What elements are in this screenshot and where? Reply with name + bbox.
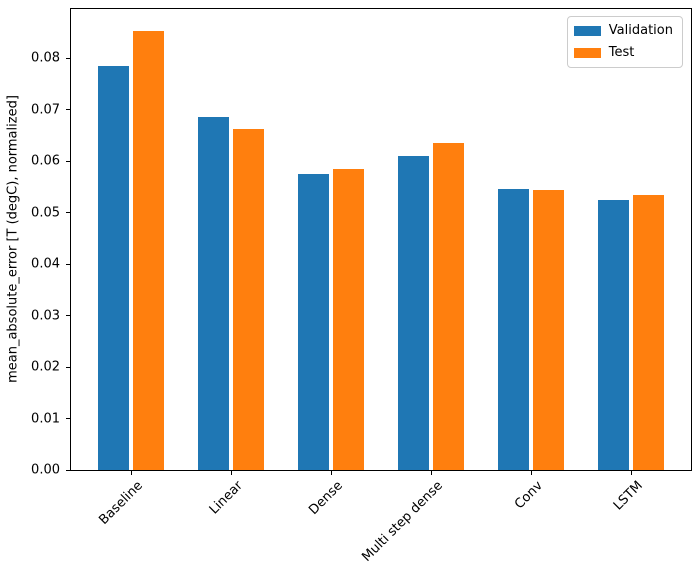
y-tick-mark [66, 469, 70, 471]
bar-test-multi-step-dense [433, 143, 464, 470]
bar-validation-multi-step-dense [398, 156, 429, 470]
bar-validation-lstm [598, 200, 629, 470]
x-tick-mark [630, 471, 632, 475]
legend-item-validation: Validation [573, 23, 673, 38]
y-tick-label: 0.03 [31, 308, 60, 324]
y-tick-label: 0.05 [31, 205, 60, 221]
y-tick-mark [66, 315, 70, 317]
y-tick-mark [66, 160, 70, 162]
bar-test-dense [333, 169, 364, 470]
bar-validation-baseline [98, 66, 129, 470]
y-tick-mark [66, 418, 70, 420]
y-tick-mark [66, 263, 70, 265]
x-tick-mark [230, 471, 232, 475]
bar-validation-conv [498, 189, 529, 470]
y-tick-mark [66, 109, 70, 111]
legend: Validation Test [566, 16, 683, 68]
bars-layer [71, 9, 691, 470]
x-tick-label-baseline: Baseline [96, 478, 146, 528]
bar-test-lstm [633, 195, 664, 470]
y-axis-label: mean_absolute_error [T (degC), normalize… [5, 95, 21, 383]
y-tick-label: 0.06 [31, 153, 60, 169]
bar-validation-dense [298, 174, 329, 470]
y-tick-label: 0.01 [31, 411, 60, 427]
bar-validation-linear [198, 116, 229, 470]
bar-test-linear [233, 128, 264, 470]
x-tick-mark [430, 471, 432, 475]
legend-label-validation: Validation [608, 23, 673, 38]
x-tick-mark [130, 471, 132, 475]
bar-test-conv [533, 190, 564, 470]
plot-area: Validation Test [70, 8, 692, 471]
y-tick-mark [66, 212, 70, 214]
y-tick-mark [66, 366, 70, 368]
x-tick-mark [530, 471, 532, 475]
x-tick-mark [330, 471, 332, 475]
legend-item-test: Test [573, 45, 673, 60]
legend-label-test: Test [608, 45, 635, 60]
bar-test-baseline [133, 31, 164, 470]
y-tick-label: 0.02 [31, 359, 60, 375]
y-tick-mark [66, 57, 70, 59]
test-color-swatch [573, 47, 601, 58]
y-tick-label: 0.08 [31, 50, 60, 66]
y-tick-label: 0.04 [31, 256, 60, 272]
validation-color-swatch [573, 25, 601, 36]
y-tick-label: 0.07 [31, 102, 60, 118]
y-tick-label: 0.00 [31, 462, 60, 478]
